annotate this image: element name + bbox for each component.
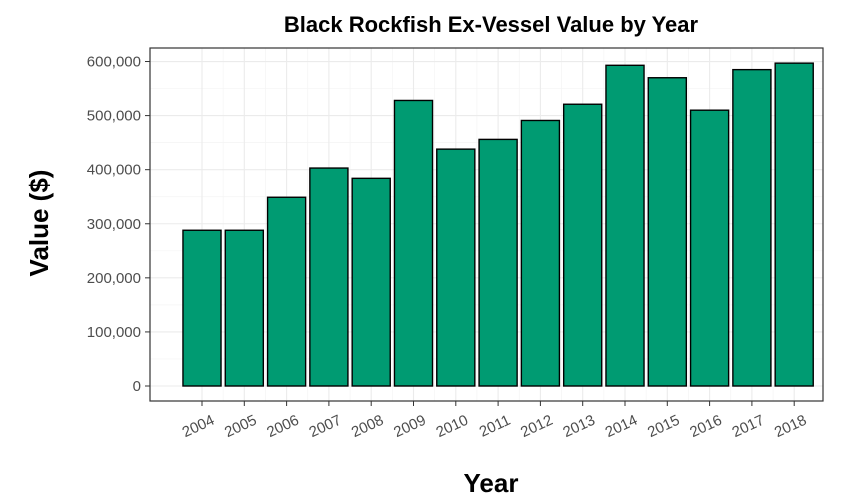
x-tick-label: 2009: [391, 412, 428, 442]
bar-2005: [224, 229, 265, 387]
x-tick-label: 2013: [560, 412, 597, 442]
x-tick-label: 2011: [477, 412, 513, 441]
x-tick-label: 2010: [433, 412, 470, 442]
bars: [182, 62, 814, 387]
bar-2008: [351, 177, 391, 387]
bar-2007: [309, 167, 349, 387]
bar-2017: [732, 68, 772, 387]
bar-2010: [436, 148, 476, 387]
x-axis-title: Year: [464, 468, 519, 498]
plot-panel-border: [149, 47, 824, 402]
bar-2011: [478, 138, 518, 387]
x-tick-label: 2008: [349, 412, 386, 442]
x-tick-label: 2015: [645, 412, 682, 442]
x-tick-label: 2016: [687, 412, 724, 442]
x-axis: 2004 2005 2006 2007 2008 2009 2010 2011 2012 2013…: [180, 401, 809, 442]
bar-2016: [689, 109, 730, 387]
y-axis: 0 100,000 200,000 300,000 400,000 500,000 600,…: [87, 54, 150, 395]
chart-title: Black Rockfish Ex-Vessel Value by Year: [284, 12, 699, 37]
y-tick-label: 600,000: [87, 54, 141, 71]
y-tick-label: 500,000: [87, 108, 141, 125]
bar-2004: [182, 229, 222, 387]
x-tick-label: 2004: [180, 412, 217, 442]
x-tick-label: 2017: [730, 412, 767, 442]
y-tick-label: 200,000: [87, 270, 141, 287]
x-tick-label: 2005: [222, 412, 259, 442]
bar-2009: [393, 99, 434, 387]
bar-2013: [562, 103, 603, 387]
bar-2015: [647, 77, 688, 387]
x-tick-label: 2014: [603, 412, 640, 442]
x-tick-label: 2006: [264, 412, 301, 442]
bar-2018: [774, 62, 814, 387]
y-tick-label: 300,000: [87, 216, 141, 233]
bar-2006: [266, 196, 307, 387]
y-axis-title: Value ($): [24, 170, 54, 277]
bar-2012: [520, 119, 561, 387]
bar-2014: [605, 64, 645, 387]
y-tick-label: 400,000: [87, 162, 141, 179]
y-tick-label: 100,000: [87, 324, 141, 341]
x-tick-label: 2007: [307, 412, 344, 442]
x-tick-label: 2018: [772, 412, 809, 442]
y-tick-label: 0: [133, 378, 141, 395]
x-tick-label: 2012: [518, 412, 555, 442]
